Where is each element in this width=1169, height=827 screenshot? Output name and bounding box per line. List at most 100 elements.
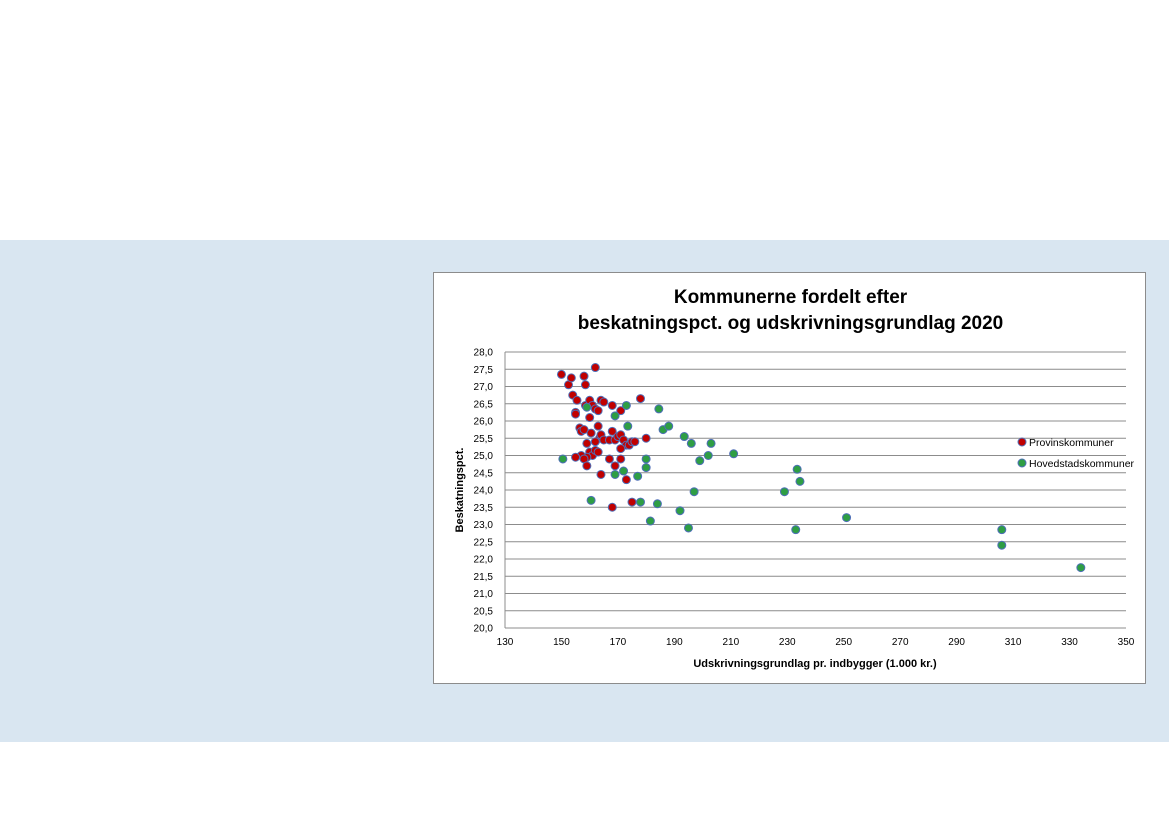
x-tick-label: 350 bbox=[1118, 637, 1135, 648]
data-point-provinskommuner bbox=[607, 502, 617, 512]
data-point-provinskommuner bbox=[593, 406, 603, 416]
data-point-hovedstadskommuner bbox=[842, 513, 852, 523]
data-point-provinskommuner bbox=[590, 363, 600, 373]
data-point-provinskommuner bbox=[607, 426, 617, 436]
x-tick-label: 190 bbox=[666, 637, 683, 648]
data-point-provinskommuner bbox=[571, 452, 581, 462]
data-point-hovedstadskommuner bbox=[621, 400, 631, 410]
data-point-provinskommuner bbox=[593, 447, 603, 457]
x-tick-label: 270 bbox=[892, 637, 909, 648]
data-point-hovedstadskommuner bbox=[689, 487, 699, 497]
y-tick-label: 23,0 bbox=[474, 520, 494, 531]
data-point-provinskommuner bbox=[572, 395, 582, 405]
data-point-provinskommuner bbox=[599, 397, 609, 407]
data-point-hovedstadskommuner bbox=[695, 456, 705, 466]
data-point-provinskommuner bbox=[582, 461, 592, 471]
data-point-provinskommuner bbox=[556, 369, 566, 379]
data-point-hovedstadskommuner bbox=[586, 495, 596, 505]
data-point-hovedstadskommuner bbox=[792, 464, 802, 474]
data-point-hovedstadskommuner bbox=[652, 499, 662, 509]
data-point-provinskommuner bbox=[579, 371, 589, 381]
x-tick-label: 210 bbox=[722, 637, 739, 648]
y-tick-label: 21,5 bbox=[474, 572, 494, 583]
data-point-hovedstadskommuner bbox=[675, 506, 685, 516]
data-point-provinskommuner bbox=[610, 461, 620, 471]
chart-title-line2: beskatningspct. og udskrivningsgrundlag … bbox=[577, 313, 1004, 334]
y-tick-label: 20,5 bbox=[474, 606, 494, 617]
y-tick-label: 24,5 bbox=[474, 468, 494, 479]
data-point-hovedstadskommuner bbox=[703, 451, 713, 460]
data-point-hovedstadskommuner bbox=[610, 469, 620, 479]
chart-container: Kommunerne fordelt efter beskatningspct.… bbox=[433, 272, 1146, 684]
x-tick-label: 310 bbox=[1005, 637, 1022, 648]
data-point-provinskommuner bbox=[635, 394, 645, 404]
data-point-provinskommuner bbox=[616, 454, 626, 464]
data-point-hovedstadskommuner bbox=[664, 421, 674, 431]
data-point-provinskommuner bbox=[566, 373, 576, 383]
data-point-hovedstadskommuner bbox=[997, 525, 1007, 535]
scatter-plot: 20,0 20,5 21,0 21,5 22,0 22,5 23,0 23,5 24,0 24,5… bbox=[454, 348, 1135, 671]
grid-lines bbox=[504, 351, 1126, 629]
y-tick-label: 24,0 bbox=[474, 486, 494, 497]
y-tick-labels: 20,0 20,5 21,0 21,5 22,0 22,5 23,0 23,5 24,0 24,5… bbox=[474, 348, 494, 635]
legend-label: Provinskommuner bbox=[1029, 437, 1114, 449]
data-points bbox=[556, 363, 1086, 573]
data-point-hovedstadskommuner bbox=[795, 476, 805, 486]
y-tick-label: 22,5 bbox=[474, 537, 494, 548]
data-point-provinskommuner bbox=[580, 380, 590, 390]
x-tick-label: 150 bbox=[553, 637, 570, 648]
data-point-provinskommuner bbox=[585, 413, 595, 423]
y-tick-label: 27,5 bbox=[474, 365, 494, 376]
data-point-hovedstadskommuner bbox=[645, 516, 655, 526]
data-point-hovedstadskommuner bbox=[558, 454, 568, 464]
data-point-hovedstadskommuner bbox=[779, 487, 789, 497]
data-point-provinskommuner bbox=[571, 409, 581, 419]
y-tick-label: 28,0 bbox=[474, 348, 494, 359]
y-tick-label: 23,5 bbox=[474, 503, 494, 514]
legend: Provinskommuner Hovedstadskommuner bbox=[1017, 437, 1135, 470]
data-point-hovedstadskommuner bbox=[706, 438, 716, 448]
x-tick-label: 290 bbox=[948, 637, 965, 648]
data-point-hovedstadskommuner bbox=[623, 421, 633, 431]
data-point-provinskommuner bbox=[590, 437, 600, 447]
data-point-hovedstadskommuner bbox=[582, 402, 592, 412]
y-tick-label: 26,0 bbox=[474, 417, 494, 428]
data-point-hovedstadskommuner bbox=[610, 411, 620, 421]
data-point-provinskommuner bbox=[641, 433, 651, 443]
data-point-provinskommuner bbox=[586, 428, 596, 438]
y-tick-label: 20,0 bbox=[474, 624, 494, 635]
data-point-hovedstadskommuner bbox=[686, 438, 696, 448]
data-point-hovedstadskommuner bbox=[641, 463, 651, 473]
x-tick-label: 230 bbox=[779, 637, 796, 648]
y-tick-label: 25,0 bbox=[474, 451, 494, 462]
y-tick-label: 22,0 bbox=[474, 555, 494, 566]
x-tick-label: 170 bbox=[610, 637, 627, 648]
data-point-hovedstadskommuner bbox=[679, 432, 689, 442]
data-point-provinskommuner bbox=[607, 400, 617, 410]
data-point-hovedstadskommuner bbox=[654, 404, 664, 414]
y-tick-label: 21,0 bbox=[474, 589, 494, 600]
chart-title-line1: Kommunerne fordelt efter bbox=[673, 287, 908, 308]
data-point-provinskommuner bbox=[630, 437, 640, 447]
data-point-provinskommuner bbox=[593, 421, 603, 431]
data-point-provinskommuner bbox=[627, 497, 637, 507]
data-point-hovedstadskommuner bbox=[683, 523, 693, 533]
data-point-hovedstadskommuner bbox=[1076, 563, 1086, 573]
y-tick-label: 25,5 bbox=[474, 434, 494, 445]
x-tick-label: 330 bbox=[1061, 637, 1078, 648]
legend-label: Hovedstadskommuner bbox=[1029, 458, 1135, 470]
data-point-provinskommuner bbox=[616, 444, 626, 454]
data-point-provinskommuner bbox=[616, 406, 626, 416]
y-axis-title: Beskatningspct. bbox=[454, 448, 466, 533]
data-point-hovedstadskommuner bbox=[997, 540, 1007, 550]
x-axis-title: Udskrivningsgrundlag pr. indbygger (1.00… bbox=[693, 658, 937, 670]
y-tick-label: 26,5 bbox=[474, 399, 494, 410]
data-point-hovedstadskommuner bbox=[729, 449, 739, 459]
data-point-provinskommuner bbox=[596, 469, 606, 479]
data-point-provinskommuner bbox=[604, 454, 614, 464]
data-point-provinskommuner bbox=[621, 475, 631, 485]
data-point-provinskommuner bbox=[579, 425, 589, 435]
legend-marker bbox=[1017, 437, 1027, 447]
data-point-hovedstadskommuner bbox=[641, 454, 651, 464]
legend-marker bbox=[1017, 458, 1027, 468]
